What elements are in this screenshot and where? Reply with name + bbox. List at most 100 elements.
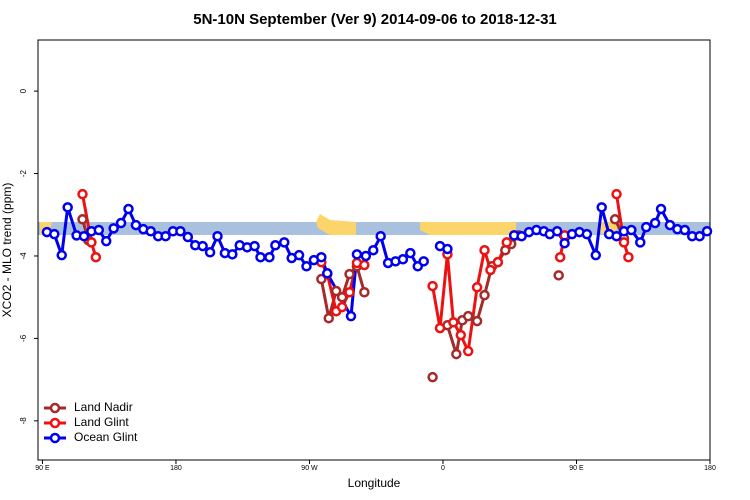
data-point <box>462 310 474 322</box>
legend-label: Land Nadir <box>74 400 133 414</box>
data-point <box>501 237 513 248</box>
data-point <box>611 188 622 200</box>
data-point <box>249 240 260 252</box>
data-point <box>418 256 429 267</box>
y-axis-label: XCO2 - MLO trend (ppm) <box>0 183 14 318</box>
data-point <box>359 286 370 298</box>
data-point <box>359 259 370 271</box>
data-point <box>270 240 281 251</box>
data-point <box>204 247 216 258</box>
data-point <box>227 249 238 260</box>
data-point <box>471 282 483 293</box>
data-point <box>93 224 105 236</box>
data-point <box>623 251 634 263</box>
data-point <box>345 310 357 322</box>
data-point <box>596 202 607 213</box>
data-point <box>62 202 73 213</box>
data-point <box>618 237 630 248</box>
data-point <box>559 237 570 249</box>
data-point <box>397 254 409 265</box>
data-point <box>679 224 691 236</box>
data-point <box>316 251 327 263</box>
data-point <box>442 243 453 255</box>
land-patch <box>316 214 356 235</box>
data-point <box>479 289 490 301</box>
data-point <box>264 251 275 263</box>
data-point <box>130 219 142 231</box>
y-tick-label: -2 <box>19 169 28 177</box>
data-point <box>551 225 563 237</box>
legend-label: Ocean Glint <box>74 430 138 444</box>
legend-marker <box>49 402 61 414</box>
data-point <box>448 317 459 328</box>
data-point <box>86 237 97 248</box>
data-point <box>554 251 566 263</box>
data-point <box>197 240 208 252</box>
data-point <box>77 188 88 200</box>
data-point <box>635 237 646 248</box>
y-tick-label: -6 <box>19 334 28 342</box>
data-point <box>626 224 637 236</box>
data-point <box>427 371 438 383</box>
chart-title: 5N-10N September (Ver 9) 2014-09-06 to 2… <box>193 11 557 28</box>
data-point <box>368 244 379 256</box>
data-point <box>351 249 363 260</box>
data-point <box>145 225 156 237</box>
data-point <box>160 230 171 242</box>
x-tick-label: 180 <box>170 465 182 472</box>
data-point <box>553 270 564 281</box>
plot-frame <box>37 39 711 461</box>
data-point <box>123 203 134 215</box>
data-point <box>640 221 652 233</box>
data-point <box>49 228 60 240</box>
data-point <box>581 228 593 240</box>
data-point <box>336 301 348 313</box>
data-point <box>609 214 621 225</box>
y-tick-label: -8 <box>19 417 28 425</box>
x-tick-label: 90 E <box>35 465 50 472</box>
data-point <box>293 249 305 261</box>
data-point <box>330 285 342 297</box>
data-point <box>182 231 194 243</box>
data-point <box>479 244 490 256</box>
data-point <box>451 348 462 360</box>
data-point <box>485 264 496 276</box>
data-point <box>701 225 713 237</box>
data-point <box>471 315 483 327</box>
data-point <box>664 219 676 231</box>
data-point <box>336 291 348 303</box>
x-tick-label: 90 E <box>569 465 584 472</box>
data-point <box>375 230 386 242</box>
data-point <box>455 329 467 341</box>
data-point <box>56 249 67 261</box>
data-point <box>462 345 474 357</box>
data-point <box>255 251 266 263</box>
legend-marker <box>49 417 61 429</box>
legend-label: Land Glint <box>74 415 129 429</box>
data-point <box>649 217 661 229</box>
x-tick-label: 0 <box>441 465 445 472</box>
data-point <box>655 203 667 215</box>
x-axis-label: Longitude <box>348 476 401 490</box>
data-point <box>322 268 333 279</box>
data-point <box>279 237 290 248</box>
x-tick-label: 90 W <box>301 465 318 472</box>
data-point <box>175 225 186 237</box>
data-point <box>492 256 504 268</box>
data-point <box>694 230 705 242</box>
land-patch <box>420 222 516 235</box>
data-point <box>323 312 335 324</box>
data-point <box>344 286 355 298</box>
data-point <box>115 217 127 229</box>
y-tick-label: 0 <box>19 88 28 93</box>
data-point <box>427 280 438 292</box>
data-point <box>100 235 112 247</box>
data-point <box>90 251 102 263</box>
data-point <box>212 230 223 242</box>
data-point <box>405 247 416 259</box>
data-point <box>77 214 88 225</box>
legend-marker <box>49 432 61 444</box>
data-point <box>78 230 90 242</box>
data-point <box>301 261 312 272</box>
